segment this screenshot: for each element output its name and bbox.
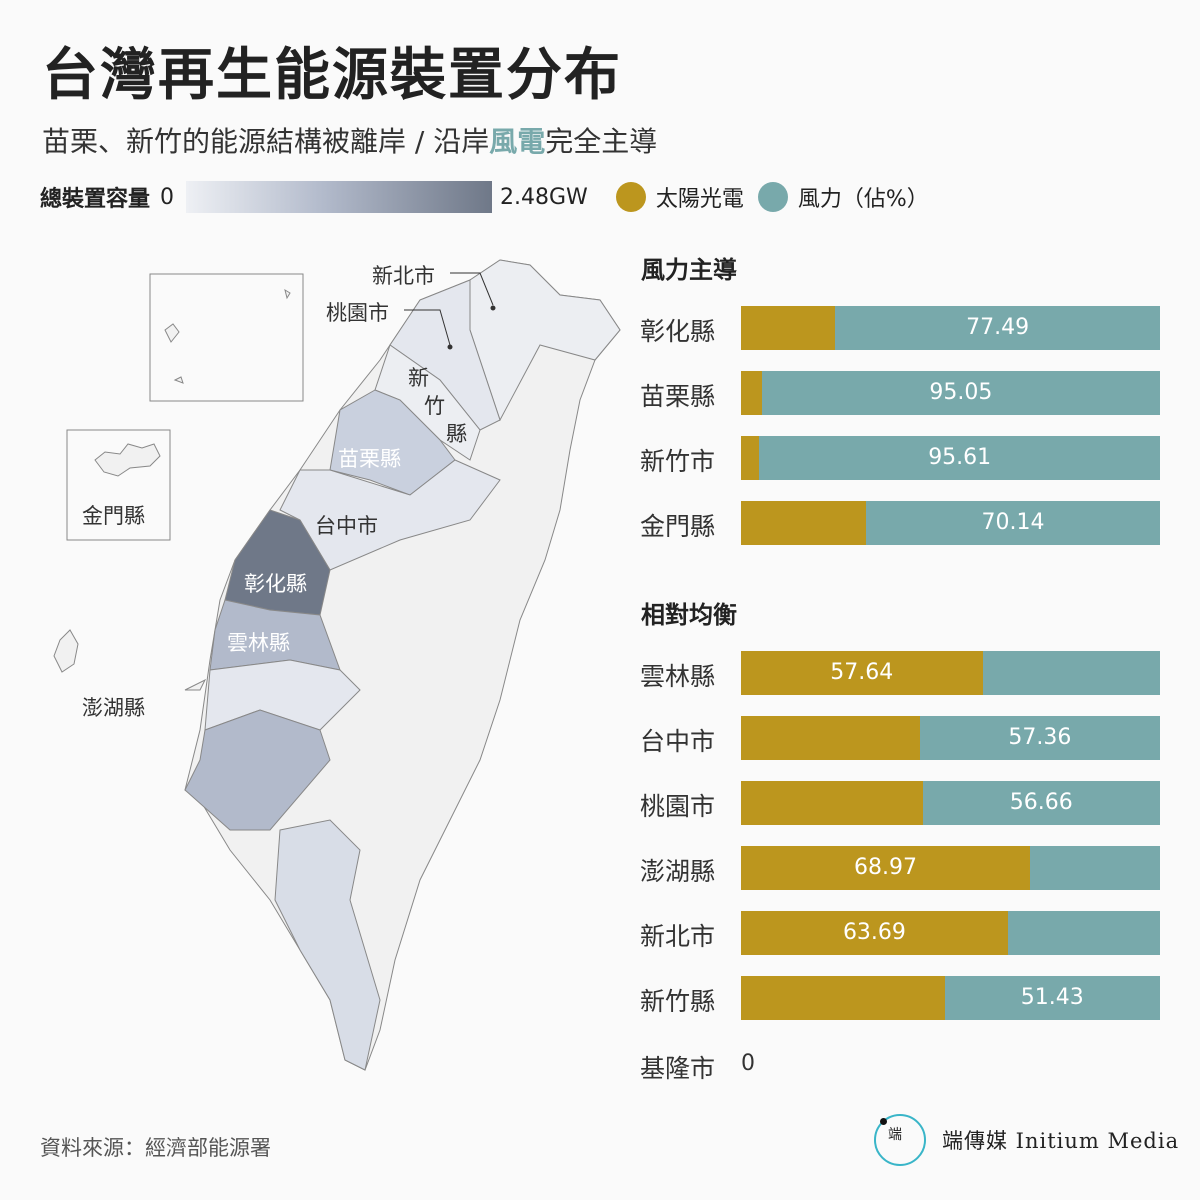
wind-bar: [944, 976, 1160, 1020]
legend-max: 2.48GW: [500, 184, 588, 210]
solar-bar: [741, 501, 867, 545]
value-label: 95.61: [928, 445, 992, 470]
legend-min: 0: [160, 184, 175, 210]
map-label-miaoli: 苗栗縣: [338, 447, 401, 471]
row-label: 台中市: [640, 727, 716, 756]
legend-wind: 風力（佔%）: [797, 187, 929, 212]
map-label-hsinchu-1: 新: [408, 366, 429, 390]
value-label: 51.43: [1020, 985, 1084, 1010]
solar-bar: [741, 781, 923, 825]
logo-mark: 端: [888, 1127, 902, 1143]
source-note: 資料來源：經濟部能源署: [40, 1136, 271, 1160]
solar-bar: [741, 371, 762, 415]
penghu-shape: [53, 629, 207, 691]
solar-bar: [741, 436, 760, 480]
legend: 總裝置容量 0 2.48GW 太陽光電 風力（佔%）: [40, 180, 929, 214]
wind-bar: [1007, 911, 1160, 955]
value-label: 0: [741, 1051, 755, 1076]
group-title: 相對均衡: [641, 601, 737, 629]
solar-bar: [741, 976, 945, 1020]
logo-text: 端傳媒 Initium Media: [942, 1129, 1180, 1153]
solar-bar: [741, 846, 1030, 890]
row-label: 苗栗縣: [640, 382, 716, 411]
taiwan-map: [53, 259, 621, 1071]
wind-bar: [866, 501, 1160, 545]
row-label: 新北市: [640, 922, 716, 951]
map-label-yunlin: 雲林縣: [227, 631, 290, 655]
wind-swatch-icon: [757, 182, 788, 212]
map-label-xinbei: 新北市: [372, 264, 435, 288]
group-title: 風力主導: [641, 256, 737, 284]
value-label: 63.69: [842, 920, 906, 945]
wind-bar: [759, 436, 1160, 480]
wind-bar: [835, 306, 1160, 350]
subtitle-post: 完全主導: [545, 125, 658, 158]
row-label: 桃園市: [640, 792, 716, 821]
solar-bar: [741, 651, 983, 695]
map-label-changhua: 彰化縣: [244, 572, 307, 596]
row-label: 澎湖縣: [640, 857, 716, 886]
row-label: 基隆市: [640, 1054, 716, 1083]
wind-bar: [919, 716, 1160, 760]
value-label: 95.05: [929, 380, 993, 405]
inset-box-matsu: [149, 273, 304, 402]
map-label-taoyuan: 桃園市: [326, 301, 389, 325]
map-label-penghu: 澎湖縣: [82, 696, 145, 720]
solar-bar: [741, 911, 1008, 955]
row-label: 新竹縣: [640, 987, 716, 1016]
map-label-taichung: 台中市: [315, 514, 378, 538]
solar-swatch-icon: [615, 182, 646, 212]
value-label: 56.66: [1009, 790, 1073, 815]
map-label-kinmen: 金門縣: [82, 504, 145, 528]
wind-bar: [922, 781, 1160, 825]
region-tainan: [184, 709, 331, 831]
row-label: 金門縣: [640, 512, 716, 541]
wind-bar: [761, 371, 1160, 415]
region-taichung: [279, 459, 501, 571]
solar-bar: [741, 716, 920, 760]
legend-capacity-label: 總裝置容量: [40, 187, 151, 212]
subtitle-highlight: 風電: [489, 125, 546, 158]
value-label: 68.97: [853, 855, 917, 880]
solar-bar: [741, 306, 836, 350]
subtitle: 苗栗、新竹的能源結構被離岸 / 沿岸風電完全主導: [42, 120, 657, 160]
capacity-gradient: [186, 181, 493, 213]
logo-circle-icon: 端: [874, 1114, 926, 1166]
map-label-hsinchu-3: 縣: [446, 422, 467, 446]
row-label: 新竹市: [640, 447, 716, 476]
kinmen-shape: [94, 443, 161, 477]
wind-bar: [1029, 846, 1160, 890]
row-label: 雲林縣: [640, 662, 716, 691]
inset-box-kinmen: [66, 429, 171, 541]
map-label-hsinchu-2: 竹: [424, 394, 445, 418]
initium-logo: 端 端傳媒 Initium Media: [874, 1114, 1179, 1166]
value-label: 57.64: [830, 660, 894, 685]
value-label: 70.14: [981, 510, 1045, 535]
legend-solar: 太陽光電: [655, 187, 744, 212]
matsu-shape: [164, 288, 291, 384]
value-label: 57.36: [1008, 725, 1072, 750]
page-title: 台灣再生能源裝置分布: [42, 43, 622, 108]
region-pingtung: [274, 819, 381, 1071]
subtitle-pre: 苗栗、新竹的能源結構被離岸 / 沿岸: [42, 125, 490, 158]
wind-bar: [982, 651, 1160, 695]
value-label: 77.49: [966, 315, 1030, 340]
row-label: 彰化縣: [640, 317, 716, 346]
